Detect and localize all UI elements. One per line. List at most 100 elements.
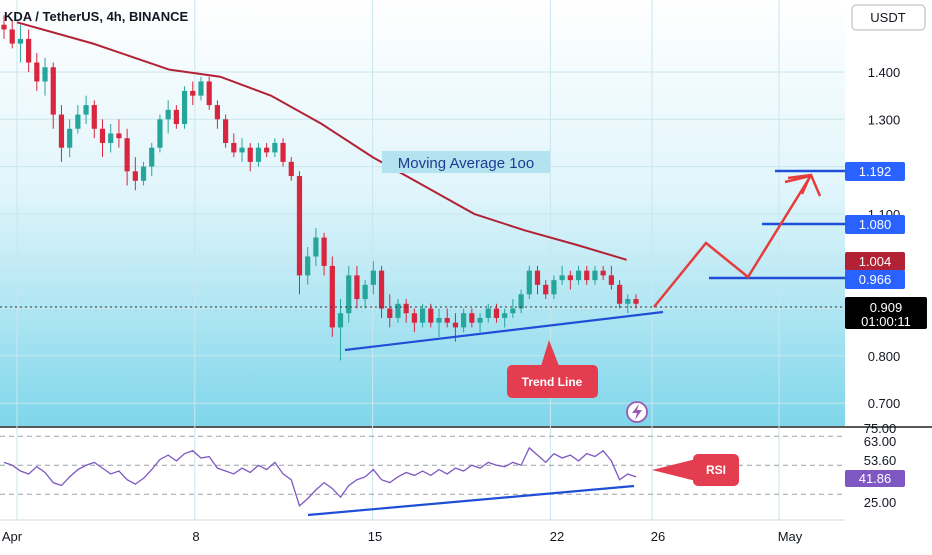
candle-body [362,284,368,300]
candle-body [337,313,344,328]
candles-layer [1,15,639,361]
candle-body [313,237,319,257]
rsi-tick-label: 75.00 [864,421,897,436]
rsi-tick-label: 25.00 [864,495,897,510]
symbol-title: KDA / TetherUS, 4h, BINANCE [4,9,189,24]
candle-body [461,313,467,328]
candle-body [616,284,623,304]
price-label-1080 [845,215,905,234]
candle-body [247,147,253,162]
candle-body [633,299,639,304]
candle-body [387,308,393,318]
candle-body [264,147,270,153]
price-label-1004 [845,252,905,271]
candle-body [231,142,237,153]
projection-arrowhead-tip [787,173,822,197]
lightning-bolt-glyph [632,404,642,420]
candle-body [75,114,81,129]
currency-selector-label: USDT [870,10,905,25]
candle-body [444,317,450,323]
candle-body [214,105,221,120]
candle-body [600,270,606,276]
price-tick-label: 1.400 [868,65,901,80]
time-tick-label: May [778,529,803,544]
last-price-badge [845,297,927,329]
candle-body [419,308,426,323]
candle-body [116,133,122,139]
candle-body [518,294,524,309]
rsi-trend-line[interactable] [307,484,635,517]
candle-body [526,270,532,295]
candle-body [91,105,97,129]
candle-body [452,322,459,328]
trend-line-callout[interactable] [507,365,598,398]
candle-body [625,299,631,304]
candle-body [354,275,360,300]
candle-body [395,303,401,318]
candle-body [567,275,573,281]
candle-body [534,270,541,285]
rsi-tick-label: 63.00 [864,434,897,449]
price-tick-label: 0.700 [868,396,901,411]
candle-body [223,119,229,143]
candle-body [9,29,15,44]
candle-body [329,265,335,328]
candle-body [551,280,557,295]
moving-average-label-box [382,151,550,173]
candle-body [608,275,614,285]
candle-body [272,142,278,153]
trend-line-callout-label: Trend Line [522,375,583,389]
price-label-0966-text: 0.966 [859,272,892,287]
price-label-1192-text: 1.192 [859,164,892,179]
candle-body [510,308,516,314]
candle-body [132,171,138,181]
candle-body [1,24,7,30]
candle-body [108,133,114,143]
candle-body [321,237,327,266]
candle-body [67,128,73,148]
candle-body [140,166,147,181]
time-tick-label: Apr [2,529,23,544]
candle-body [493,308,500,318]
rsi-callout-label: RSI [706,463,726,477]
candle-body [288,161,294,177]
price-label-1192 [845,162,905,181]
candle-body [502,313,508,318]
candle-body [173,109,179,125]
rsi-current-value: 41.86 [859,471,892,486]
time-tick-label: 26 [651,529,665,544]
trend-line[interactable] [344,310,664,352]
time-axis[interactable]: Apr 8 15 22 26 May [2,529,803,544]
candle-body [165,109,171,120]
candle-body [436,317,442,323]
candle-body [346,275,352,314]
currency-selector[interactable] [851,4,926,31]
projection-path[interactable] [653,176,812,308]
rsi-current-badge [845,470,905,487]
candle-body [403,303,409,314]
last-price-value: 0.909 [870,300,903,315]
candle-body [190,90,196,96]
candle-body [575,270,582,281]
candle-body [149,147,155,167]
candle-body [181,90,188,125]
moving-average-label: Moving Average 1oo [398,155,535,172]
time-tick-label: 22 [550,529,564,544]
moving-average-line [16,21,627,261]
rsi-callout[interactable] [693,454,739,486]
candle-body [428,308,434,323]
candle-body [17,38,24,44]
candle-body [469,313,475,323]
candle-body [477,317,483,323]
rsi-tick-label: 53.60 [864,453,897,468]
price-label-1080-text: 1.080 [859,217,892,232]
candle-body [99,128,106,143]
candle-body [584,270,590,281]
price-tick-label: 1.300 [868,112,901,127]
price-pane-background [0,0,845,426]
price-label-1004-text: 1.004 [859,254,892,269]
